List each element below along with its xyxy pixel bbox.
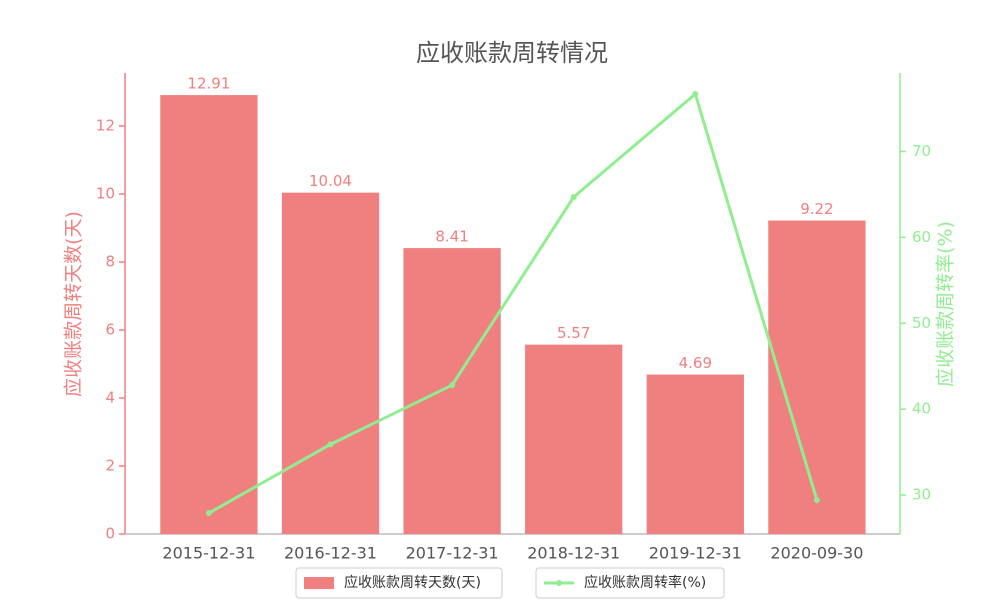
x-tick-label: 2019-12-31 [649,544,742,563]
data-label: 10.04 [309,172,352,190]
line-point [813,497,820,504]
y-tick-label: 0 [105,525,115,543]
chart-title: 应收账款周转情况 [416,39,608,67]
x-tick-label: 2016-12-31 [284,544,377,563]
y-tick-label: 4 [105,389,115,407]
bar [281,192,380,534]
y2-tick-label: 60 [912,228,931,246]
y2-tick-label: 70 [912,142,931,160]
data-label: 8.41 [435,228,468,246]
legend-swatch [556,580,562,586]
x-tick-label: 2018-12-31 [527,544,620,563]
line-point [205,510,212,517]
y-tick-label: 10 [96,185,115,203]
bar [160,95,258,534]
line-point [327,441,334,448]
y-tick-label: 8 [105,253,115,271]
data-label: 5.57 [557,324,590,342]
data-label: 4.69 [679,354,712,372]
bar [525,344,623,534]
line-point [570,194,577,201]
legend-swatch [304,577,334,589]
y-tick-label: 6 [105,321,115,339]
x-tick-label: 2017-12-31 [406,544,499,563]
data-label: 9.22 [800,200,833,218]
line [208,91,819,515]
y2-tick-label: 50 [912,314,931,332]
y-axis-label: 应收账款周转天数(天) [63,211,85,397]
y-tick-label: 12 [96,117,115,135]
legend-label: 应收账款周转天数(天) [344,574,481,591]
y2-axis-label: 应收账款周转率(%) [935,221,957,387]
x-tick-label: 2015-12-31 [162,544,255,563]
line-point [692,90,699,97]
legend-label: 应收账款周转率(%) [584,574,706,591]
y2-tick-label: 40 [912,400,931,418]
bar [646,374,744,534]
y-tick-label: 2 [105,457,115,475]
x-tick-label: 2020-09-30 [770,544,863,563]
data-label: 12.91 [187,75,230,93]
bar [403,248,501,534]
y2-tick-label: 30 [912,486,931,504]
legend-box [535,567,725,599]
legend-box [295,567,503,599]
line-point [449,382,456,389]
bar [768,220,866,535]
